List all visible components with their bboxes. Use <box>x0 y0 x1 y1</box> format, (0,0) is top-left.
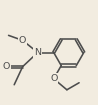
Text: O: O <box>3 62 10 71</box>
Text: O: O <box>19 36 26 45</box>
Text: O: O <box>50 74 57 83</box>
Text: N: N <box>34 48 41 57</box>
